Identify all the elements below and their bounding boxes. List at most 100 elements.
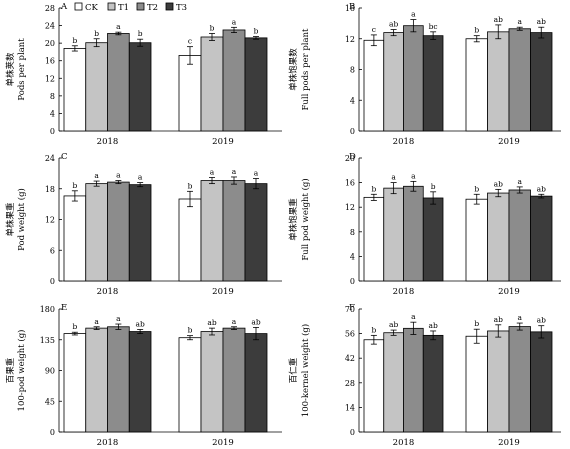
y-label-b: Full pods per plant [301,28,311,111]
y-tick-label-d: 4 [350,252,355,261]
y-tick-label-a: 0 [50,127,55,136]
sig-letter-e: ab [207,318,216,327]
panel-letter-e: E [61,303,67,313]
sig-letter-e: a [116,314,121,323]
y-tick-label-f: 56 [345,330,355,339]
panel-letter-a: A [60,2,68,12]
bar-e-2019-t1 [200,331,224,433]
sig-letter-d: ab [537,184,546,193]
sig-letter-a: c [188,37,192,46]
y-tick-label-e: 45 [45,397,55,406]
legend-label-ck: CK [85,3,99,13]
sig-letter-b: ab [389,20,398,29]
bar-d-2019-ck [465,198,488,282]
x-group-label-f: 2018 [393,438,415,448]
bar-e-2019-t2 [222,327,246,433]
sig-letter-e: ab [251,317,260,326]
x-group-label-b: 2018 [393,137,415,147]
y-tick-label-f: 28 [345,379,355,388]
sig-letter-e: a [94,317,99,326]
sig-letter-a: b [210,23,215,32]
bar-d-2018-t2 [403,185,424,282]
sig-letter-e: b [72,322,77,331]
sig-letter-d: b [431,182,436,191]
sig-letter-b: a [518,17,523,26]
bar-c-2018-ck [63,195,87,282]
y-tick-label-b: 16 [345,4,355,13]
x-group-label-d: 2019 [498,287,520,297]
sig-letter-c: a [254,169,259,178]
bar-b-2019-ck [465,38,488,132]
bar-a-2019-t2 [222,29,246,132]
sig-letter-b: a [411,10,416,19]
bar-f-2019-ck [465,335,488,433]
sig-letter-e: a [232,317,237,326]
bar-e-2018-t2 [107,326,130,433]
bar-b-2019-t1 [487,31,510,132]
bar-f-2018-t1 [383,332,404,433]
sig-letter-d: ab [494,179,503,188]
y-label-e: 100-pod weight (g) [16,330,27,412]
bar-b-2019-t3 [530,32,553,132]
y-label-cn-a: 单株荚数 [5,52,16,87]
y-tick-label-e: 180 [40,305,55,314]
y-tick-label-b: 4 [350,96,355,105]
sig-letter-f: b [371,325,376,334]
legend: CK T1 T2 T3 [74,2,187,13]
bar-e-2018-ck [63,333,87,433]
sig-letter-c: a [138,173,143,182]
bar-b-2018-t2 [403,25,424,132]
bar-c-2018-t1 [85,183,108,282]
bar-c-2019-ck [178,198,202,282]
bar-a-2019-t1 [200,36,224,132]
sig-letter-b: c [372,25,376,34]
y-label-cn-d: 单株饱果重 [288,198,299,241]
y-tick-label-a: 20 [45,39,55,48]
y-tick-label-b: 12 [345,35,355,44]
legend-swatch-ck [74,2,83,11]
legend-label-t1: T1 [118,3,129,13]
bar-f-2018-t3 [422,334,444,433]
sig-letter-a: a [116,22,121,31]
sig-letter-d: a [391,173,396,182]
x-group-label-a: 2019 [212,137,234,147]
sig-letter-e: b [188,326,193,335]
bar-f-2019-t3 [530,331,553,433]
legend-swatch-t1 [107,2,116,11]
y-tick-label-c: 12 [45,216,55,225]
y-tick-label-e: 0 [50,428,55,437]
y-tick-label-c: 0 [50,277,55,286]
y-label-f: 100-kernel weight (g) [300,324,311,417]
y-label-d: Full pod weight (g) [300,178,311,260]
sig-letter-a: b [94,29,99,38]
x-group-label-d: 2018 [393,287,415,297]
panel-letter-d: D [349,152,356,162]
bar-c-2019-t2 [222,180,246,282]
sig-letter-a: b [72,36,77,45]
y-tick-label-c: 6 [50,246,55,255]
y-tick-label-a: 8 [50,92,55,101]
panel-c: 0 6 12 18 24 C 单株果重 Pod weight (g) 2018 b a a a 2019 b… [5,152,282,297]
y-tick-label-a: 24 [45,22,55,31]
bar-a-2018-t2 [107,33,130,132]
bar-b-2018-t1 [383,32,404,132]
y-tick-label-d: 12 [345,203,355,212]
bar-d-2019-t2 [508,189,531,282]
y-label-c: Pod weight (g) [16,188,27,251]
x-group-label-e: 2018 [97,438,119,448]
sig-letter-c: a [116,171,121,180]
y-tick-label-f: 42 [345,354,355,363]
bar-c-2018-t3 [128,184,152,282]
y-tick-label-a: 16 [45,57,55,66]
y-tick-label-b: 8 [350,66,355,75]
legend-swatch-t3 [165,2,174,11]
sig-letter-b: ab [537,17,546,26]
sig-letter-c: b [188,181,193,190]
sig-letter-a: a [232,17,237,26]
y-label-cn-e: 百果重 [5,357,16,383]
legend-swatch-t2 [136,2,145,11]
sig-letter-b: ab [494,15,503,24]
panel-f: 0 14 28 42 56 70F 百仁重 100-kernel weight (g) 2018… [288,303,561,448]
sig-letter-f: b [474,319,479,328]
